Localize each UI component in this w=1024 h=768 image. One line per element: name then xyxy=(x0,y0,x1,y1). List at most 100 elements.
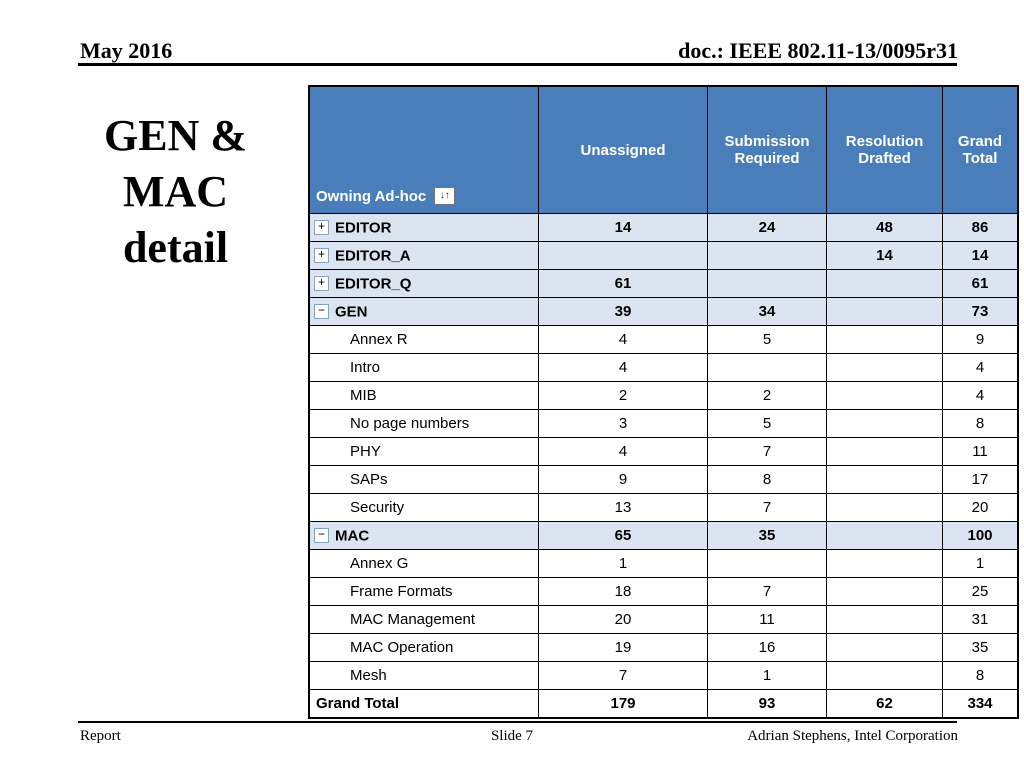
expand-plus-icon[interactable]: + xyxy=(314,220,329,236)
doc-number: doc.: IEEE 802.11-13/0095r31 xyxy=(678,38,958,63)
value-cell: 93 xyxy=(707,689,827,719)
value-cell xyxy=(826,521,943,550)
value-cell: 11 xyxy=(707,605,827,634)
value-cell: 62 xyxy=(826,689,943,719)
row-label: SAPs xyxy=(350,471,388,489)
row-label-cell: Annex G xyxy=(308,549,539,578)
value-cell: 100 xyxy=(942,521,1019,550)
value-cell xyxy=(826,465,943,494)
value-cell: 31 xyxy=(942,605,1019,634)
table-row-annex-g: Annex G 1 1 xyxy=(308,549,1019,578)
column-header-owning-ad-hoc: Owning Ad-hoc ↓↑ xyxy=(308,85,539,214)
value-cell: 9 xyxy=(942,325,1019,354)
row-label: MAC Management xyxy=(350,611,476,629)
value-cell xyxy=(826,353,943,382)
value-cell: 4 xyxy=(538,437,708,466)
value-cell xyxy=(826,633,943,662)
row-label-cell: MAC Management xyxy=(308,605,539,634)
table-row-editor-q: + EDITOR_Q 61 61 xyxy=(308,269,1019,298)
value-cell: 14 xyxy=(942,241,1019,270)
row-label: No page numbers xyxy=(350,415,470,433)
slide-date: May 2016 xyxy=(80,38,173,63)
value-cell: 86 xyxy=(942,213,1019,242)
value-cell: 20 xyxy=(538,605,708,634)
value-cell: 34 xyxy=(707,297,827,326)
row-label: EDITOR_Q xyxy=(335,275,412,293)
table-body: + EDITOR 14 24 48 86 + EDITOR_A 14 14 + EDITOR_Q 61 6… xyxy=(308,213,1019,719)
row-label: MAC Operation xyxy=(350,639,454,657)
value-cell xyxy=(826,437,943,466)
owning-ad-hoc-label: Owning Ad-hoc xyxy=(316,187,427,205)
row-label-cell: + EDITOR_A xyxy=(308,241,539,270)
column-header-grand-total: Grand Total xyxy=(942,85,1019,214)
column-header-submission-required: Submission Required xyxy=(707,85,827,214)
row-label-cell: MAC Operation xyxy=(308,633,539,662)
value-cell: 14 xyxy=(826,241,943,270)
value-cell: 4 xyxy=(538,353,708,382)
row-label-cell: Intro xyxy=(308,353,539,382)
row-label-cell: + EDITOR_Q xyxy=(308,269,539,298)
row-label-cell: PHY xyxy=(308,437,539,466)
value-cell: 17 xyxy=(942,465,1019,494)
header-rule xyxy=(78,63,957,66)
table-row-editor-a: + EDITOR_A 14 14 xyxy=(308,241,1019,270)
column-header-unassigned: Unassigned xyxy=(538,85,708,214)
table-row-mac: − MAC 65 35 100 xyxy=(308,521,1019,550)
value-cell: 7 xyxy=(707,577,827,606)
value-cell: 4 xyxy=(942,353,1019,382)
column-header-resolution-drafted: Resolution Drafted xyxy=(826,85,943,214)
value-cell: 179 xyxy=(538,689,708,719)
row-label-cell: SAPs xyxy=(308,465,539,494)
row-label: Annex G xyxy=(350,555,409,573)
value-cell: 18 xyxy=(538,577,708,606)
value-cell: 65 xyxy=(538,521,708,550)
value-cell xyxy=(826,549,943,578)
collapse-minus-icon[interactable]: − xyxy=(314,528,329,544)
row-label: GEN xyxy=(335,303,368,321)
table-row-frame-formats: Frame Formats 18 7 25 xyxy=(308,577,1019,606)
value-cell xyxy=(826,297,943,326)
value-cell: 3 xyxy=(538,409,708,438)
collapse-minus-icon[interactable]: − xyxy=(314,304,329,320)
expand-plus-icon[interactable]: + xyxy=(314,248,329,264)
value-cell: 73 xyxy=(942,297,1019,326)
row-label-cell: Security xyxy=(308,493,539,522)
value-cell xyxy=(826,605,943,634)
sort-filter-icon[interactable]: ↓↑ xyxy=(434,187,456,205)
value-cell xyxy=(826,493,943,522)
table-row-phy: PHY 4 7 11 xyxy=(308,437,1019,466)
table-row-intro: Intro 4 4 xyxy=(308,353,1019,382)
table-row-mib: MIB 2 2 4 xyxy=(308,381,1019,410)
value-cell: 8 xyxy=(942,409,1019,438)
value-cell: 14 xyxy=(538,213,708,242)
row-label-cell: No page numbers xyxy=(308,409,539,438)
corner-content: Owning Ad-hoc ↓↑ xyxy=(316,187,532,205)
value-cell: 2 xyxy=(707,381,827,410)
table-row-mac-operation: MAC Operation 19 16 35 xyxy=(308,633,1019,662)
value-cell: 1 xyxy=(707,661,827,690)
table-row-mac-management: MAC Management 20 11 31 xyxy=(308,605,1019,634)
value-cell xyxy=(826,577,943,606)
table-head: Owning Ad-hoc ↓↑ Unassigned Submission Requ… xyxy=(308,85,1019,214)
value-cell: 48 xyxy=(826,213,943,242)
value-cell: 25 xyxy=(942,577,1019,606)
value-cell: 61 xyxy=(538,269,708,298)
value-cell: 11 xyxy=(942,437,1019,466)
row-label-cell: Grand Total xyxy=(308,689,539,719)
row-label: Security xyxy=(350,499,405,517)
slide-title: GEN & MAC detail xyxy=(104,111,247,272)
expand-plus-icon[interactable]: + xyxy=(314,276,329,292)
value-cell: 35 xyxy=(942,633,1019,662)
row-label-cell: Frame Formats xyxy=(308,577,539,606)
row-label: MIB xyxy=(350,387,377,405)
footer-author: Adrian Stephens, Intel Corporation xyxy=(747,728,958,744)
value-cell: 8 xyxy=(707,465,827,494)
value-cell: 61 xyxy=(942,269,1019,298)
row-label: Frame Formats xyxy=(350,583,453,601)
table-row-grand-total: Grand Total 179 93 62 334 xyxy=(308,689,1019,719)
row-label: Annex R xyxy=(350,331,408,349)
value-cell: 8 xyxy=(942,661,1019,690)
value-cell: 13 xyxy=(538,493,708,522)
header-row: Owning Ad-hoc ↓↑ Unassigned Submission Requ… xyxy=(308,85,1019,214)
